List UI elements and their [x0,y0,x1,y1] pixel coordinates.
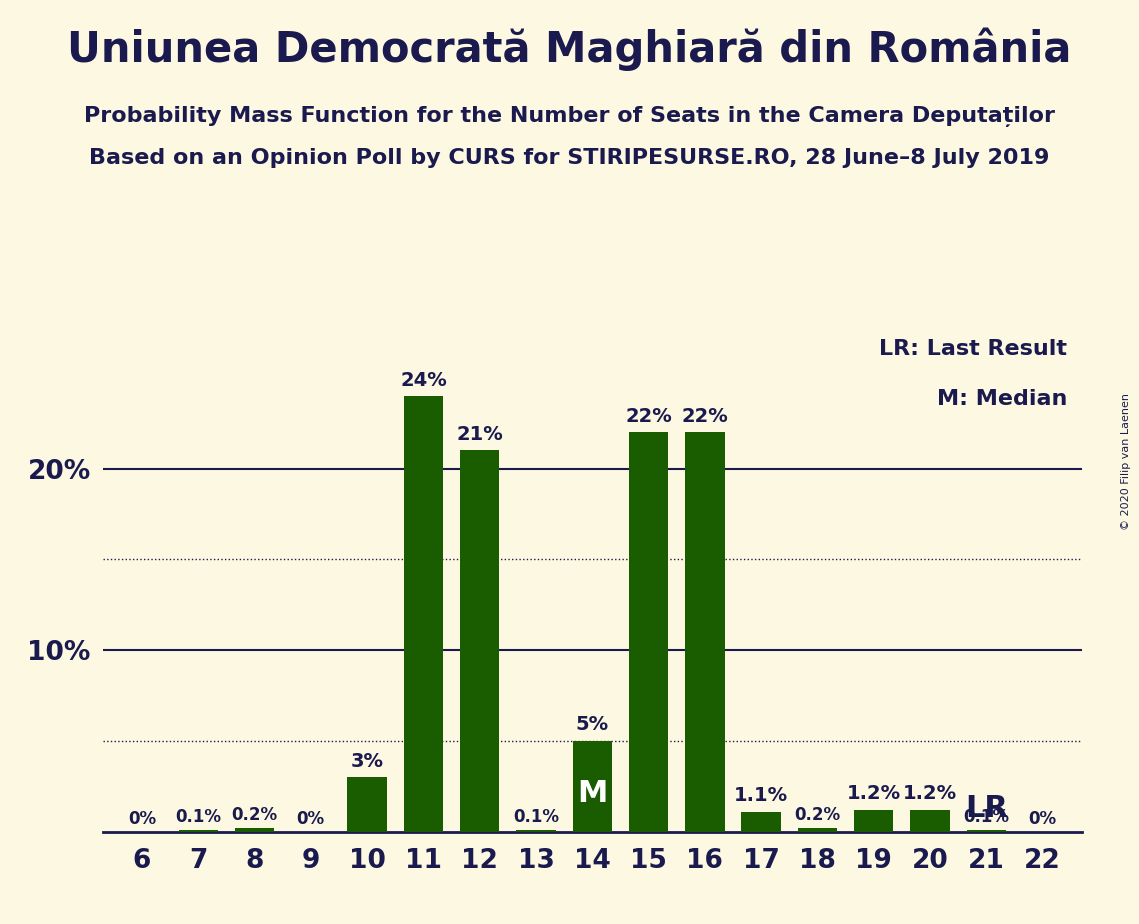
Text: M: Median: M: Median [937,390,1067,409]
Bar [573,741,612,832]
Text: 21%: 21% [457,425,503,444]
Bar [460,450,499,832]
Text: 0%: 0% [297,810,325,828]
Bar [347,777,387,832]
Bar [403,396,443,832]
Text: 0%: 0% [128,810,156,828]
Text: 0.1%: 0.1% [964,808,1009,826]
Bar [854,809,893,832]
Text: 3%: 3% [351,752,384,771]
Text: 22%: 22% [681,407,728,426]
Text: 0.2%: 0.2% [231,807,278,824]
Text: M: M [577,779,607,808]
Text: Uniunea Democrată Maghiară din România: Uniunea Democrată Maghiară din România [67,28,1072,71]
Bar [910,809,950,832]
Bar [235,828,274,832]
Bar [629,432,669,832]
Text: 1.2%: 1.2% [846,784,901,804]
Bar [516,830,556,832]
Bar [179,830,218,832]
Text: © 2020 Filip van Laenen: © 2020 Filip van Laenen [1121,394,1131,530]
Text: 1.1%: 1.1% [735,786,788,806]
Text: 5%: 5% [575,715,609,735]
Text: 0.2%: 0.2% [794,807,841,824]
Bar [797,828,837,832]
Text: LR: Last Result: LR: Last Result [879,338,1067,359]
Bar [741,811,781,832]
Text: 22%: 22% [625,407,672,426]
Bar [686,432,724,832]
Text: 0.1%: 0.1% [513,808,559,826]
Text: 0%: 0% [1029,810,1057,828]
Bar [967,830,1006,832]
Text: 1.2%: 1.2% [903,784,957,804]
Text: 24%: 24% [400,371,446,390]
Text: Based on an Opinion Poll by CURS for STIRIPESURSE.RO, 28 June–8 July 2019: Based on an Opinion Poll by CURS for STI… [89,148,1050,168]
Text: Probability Mass Function for the Number of Seats in the Camera Deputaților: Probability Mass Function for the Number… [84,106,1055,128]
Text: 0.1%: 0.1% [175,808,221,826]
Text: LR: LR [965,794,1008,822]
